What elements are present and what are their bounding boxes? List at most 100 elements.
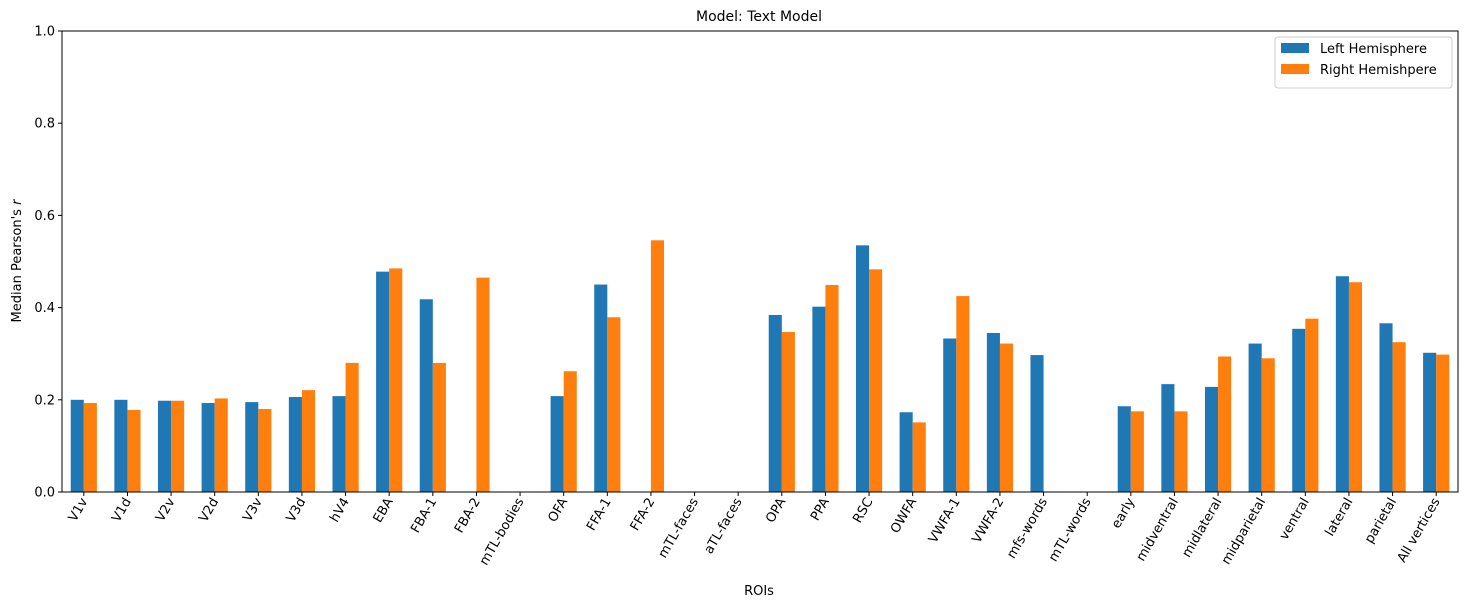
x-tick-label: mfs-words <box>1004 495 1051 561</box>
bar-left-vwfa-1 <box>943 338 957 492</box>
bar-right-opa <box>781 332 795 492</box>
bars-layer <box>70 240 1450 492</box>
plot-frame <box>61 30 1459 493</box>
bar-right-early <box>1130 411 1144 492</box>
y-tick-label: 0.2 <box>34 393 55 408</box>
bar-right-fba-2 <box>476 277 490 492</box>
bar-left-parietal <box>1379 323 1393 492</box>
x-tick-label: mTL-words <box>1046 495 1095 564</box>
x-axis-label: ROIs <box>744 584 774 599</box>
bar-right-hv4 <box>345 362 359 492</box>
bar-right-midlateral <box>1218 356 1232 492</box>
bar-left-rsc <box>855 245 870 492</box>
x-tick-label: EBA <box>371 495 397 525</box>
x-tick-label: OPA <box>763 495 789 525</box>
bar-right-all-vertices <box>1436 354 1450 492</box>
bar-left-v1d <box>114 399 128 492</box>
bar-right-v2v <box>171 400 185 492</box>
x-tick-label: All vertices <box>1395 495 1444 565</box>
bar-left-all-vertices <box>1423 352 1437 492</box>
bar-right-v1d <box>127 409 141 492</box>
bar-right-owfa <box>912 422 926 492</box>
legend-label-left: Left Hemisphere <box>1320 42 1427 57</box>
x-tick-label: aTL-faces <box>702 495 746 556</box>
y-tick-label: 1.0 <box>34 25 55 40</box>
bar-left-midparietal <box>1248 343 1262 492</box>
bar-right-v3v <box>258 409 272 492</box>
bar-left-mfs-words <box>1030 355 1044 492</box>
bar-left-midventral <box>1161 384 1175 492</box>
bar-right-v1v <box>83 403 97 492</box>
bar-right-ventral <box>1305 318 1319 492</box>
bar-right-ffa-1 <box>607 317 621 492</box>
x-tick-label: VWFA-1 <box>926 496 964 546</box>
bar-left-lateral <box>1335 276 1349 492</box>
x-tick-label: V3d <box>284 496 310 526</box>
bar-right-ppa <box>825 285 839 492</box>
bar-right-parietal <box>1392 342 1406 492</box>
x-tick-label: ventral <box>1277 496 1313 543</box>
x-tick-label: FFA-1 <box>584 496 615 534</box>
x-tick-label: V2d <box>196 496 222 526</box>
bar-right-rsc <box>869 269 883 492</box>
x-tick-label: RSC <box>850 496 876 526</box>
x-tick-label: OFA <box>545 495 571 525</box>
bar-right-midparietal <box>1261 358 1275 492</box>
legend-box <box>1274 36 1453 89</box>
bar-left-ofa <box>550 396 564 492</box>
x-tick-label: parietal <box>1362 496 1400 547</box>
bar-left-v3d <box>288 397 302 492</box>
legend-label-right: Right Hemishpere <box>1320 63 1437 78</box>
legend-swatch-right <box>1281 64 1309 74</box>
bar-right-midventral <box>1174 411 1188 492</box>
y-tick-label: 0.8 <box>34 117 55 132</box>
y-tick-label: 0.0 <box>34 486 55 501</box>
bar-right-ffa-2 <box>650 240 665 492</box>
bar-left-hv4 <box>332 396 346 492</box>
x-tick-label: FBA-1 <box>408 496 440 536</box>
x-tick-label: V1d <box>109 496 135 526</box>
x-tick-label: mTL-faces <box>656 495 702 561</box>
bar-right-eba <box>389 268 403 492</box>
x-tick-label: V3v <box>240 495 266 524</box>
bar-left-v3v <box>245 402 259 492</box>
bar-left-v2v <box>157 400 172 492</box>
x-tick-label: FBA-2 <box>452 496 484 536</box>
y-axis: 0.0 0.2 0.4 0.6 0.8 1.0 <box>34 25 62 501</box>
x-tick-label: VWFA-2 <box>970 496 1008 546</box>
x-tick-label: V1v <box>66 495 92 524</box>
bar-left-ppa <box>812 306 826 492</box>
bar-left-v1v <box>70 399 84 492</box>
legend: Left Hemisphere Right Hemishpere <box>1274 36 1453 89</box>
bar-left-fba-1 <box>419 299 433 492</box>
x-tick-label: midparietal <box>1219 496 1269 568</box>
bar-right-vwfa-2 <box>999 343 1014 492</box>
bar-left-midlateral <box>1204 386 1219 492</box>
x-tick-label: mTL-bodies <box>477 495 528 568</box>
bar-left-owfa <box>899 412 913 492</box>
bar-right-v2d <box>214 398 228 492</box>
chart-title: Model: Text Model <box>696 9 822 25</box>
bar-left-early <box>1117 406 1131 492</box>
x-axis: V1v V1d V2v V2d V3v V3d hV4 EBA FBA-1 FBA-2mTL-bo… <box>66 492 1444 568</box>
x-tick-label: lateral <box>1323 496 1357 540</box>
x-tick-label: OWFA <box>888 495 920 536</box>
bar-left-opa <box>768 314 782 492</box>
legend-swatch-left <box>1281 43 1309 53</box>
x-tick-label: early <box>1109 495 1138 531</box>
y-tick-label: 0.6 <box>34 209 55 224</box>
x-tick-label: PPA <box>808 495 833 523</box>
bar-right-lateral <box>1348 282 1363 492</box>
y-axis-label: Median Pearson's r <box>10 198 25 323</box>
bar-right-vwfa-1 <box>956 296 970 492</box>
bar-left-ffa-1 <box>594 284 608 492</box>
x-tick-label: midventral <box>1134 496 1182 565</box>
y-tick-label: 0.4 <box>34 301 55 316</box>
bar-left-ventral <box>1292 328 1306 492</box>
bar-left-eba <box>376 271 390 492</box>
bar-right-v3d <box>301 390 316 492</box>
x-tick-label: hV4 <box>327 496 353 526</box>
x-tick-label: midlateral <box>1179 496 1225 561</box>
